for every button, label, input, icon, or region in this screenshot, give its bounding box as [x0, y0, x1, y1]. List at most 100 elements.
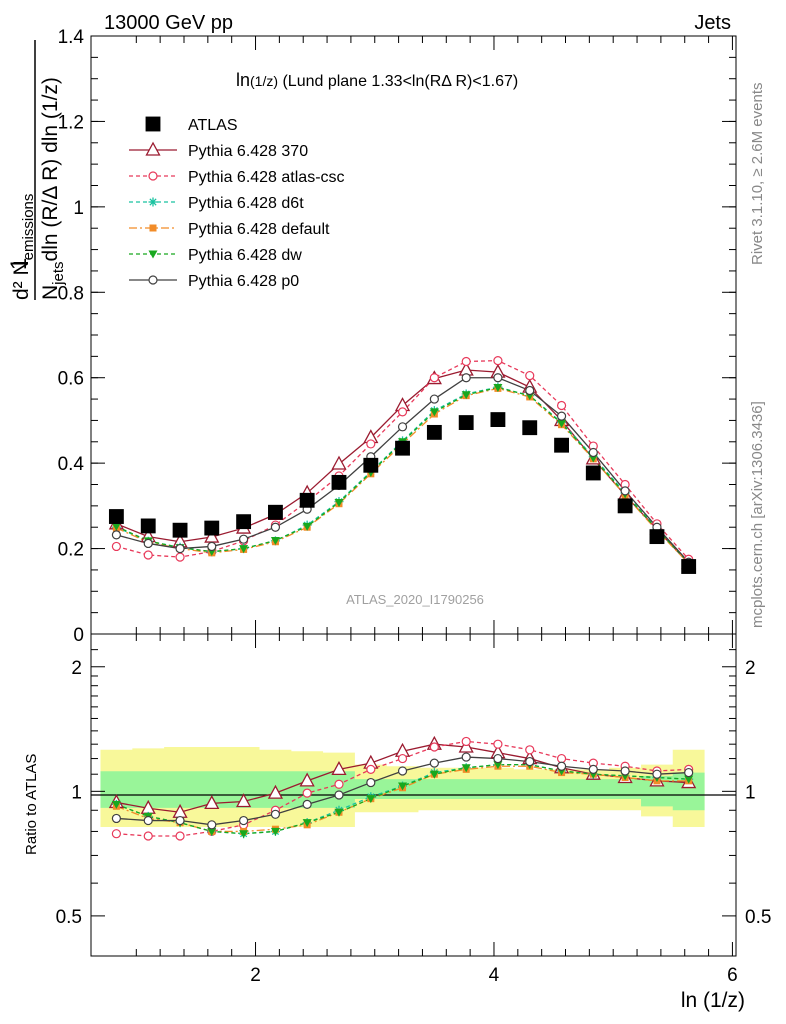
point-pythia-6-428-dw	[557, 419, 567, 428]
point-pythia-6-428-dw	[588, 454, 598, 463]
point-pythia-6-428-p0	[175, 543, 185, 554]
legend-label-pythia-6-428-atlas-csc: Pythia 6.428 atlas-csc	[188, 169, 345, 186]
ratio-point-pythia-6-428-atlas-csc	[461, 736, 471, 747]
ratio-point-pythia-6-428-p0	[239, 815, 249, 826]
ratio-point-pythia-6-428-atlas-csc	[556, 753, 567, 764]
point-atlas	[331, 474, 347, 490]
point-pythia-6-428-atlas-csc	[397, 407, 408, 417]
legend-label-atlas: ATLAS	[188, 117, 238, 134]
ratio-point-pythia-6-428-p0	[334, 790, 344, 800]
legend-marker-atlas	[145, 116, 161, 132]
point-pythia-6-428-p0	[207, 541, 217, 552]
point-pythia-6-428-atlas-csc	[556, 400, 567, 411]
ratio-point-pythia-6-428-dw	[270, 827, 280, 836]
legend-marker-pythia-6-428-370	[145, 141, 161, 156]
ratio-point-pythia-6-428-p0	[684, 767, 694, 778]
ratio-point-pythia-6-428-atlas-csc	[334, 779, 344, 789]
ratio-point-pythia-6-428-p0	[143, 815, 153, 826]
ratio-ytick-label-right: 0.5	[745, 907, 771, 928]
panel-title-rest: (Lund plane 1.33<ln(RΔ R)<1.67)	[278, 73, 518, 90]
ratio-point-pythia-6-428-atlas-csc	[175, 831, 185, 841]
ratio-point-pythia-6-428-p0	[302, 799, 312, 809]
point-atlas	[585, 465, 601, 481]
ylabel-denominator-rest: dln (R/Δ R) dln (1/z)	[39, 77, 62, 261]
ratio-point-pythia-6-428-p0	[397, 766, 408, 776]
ratio-frame	[90, 633, 737, 957]
point-pythia-6-428-atlas-csc	[175, 552, 185, 562]
ratio-point-pythia-6-428-atlas-csc	[525, 745, 535, 755]
point-pythia-6-428-p0	[397, 422, 408, 432]
ratio-point-pythia-6-428-dw	[239, 830, 249, 839]
ylabel-denominator-n: N	[39, 285, 62, 300]
panel-title: ln(1/z) (Lund plane 1.33<ln(RΔ R)<1.67)	[236, 70, 518, 90]
ylabel-numerator-sub: emissions	[20, 194, 37, 261]
xtick-label: 2	[250, 965, 261, 986]
point-atlas	[649, 529, 665, 545]
ratio-point-pythia-6-428-370	[299, 772, 315, 787]
point-pythia-6-428-dw	[302, 522, 312, 531]
legend-label-pythia-6-428-p0: Pythia 6.428 p0	[188, 273, 299, 290]
legend-label-pythia-6-428-d6t: Pythia 6.428 d6t	[188, 195, 304, 212]
ylabel-numerator-main: d² N	[10, 260, 33, 300]
legend-marker-pythia-6-428-dw	[148, 250, 158, 259]
legend-label-pythia-6-428-370: Pythia 6.428 370	[188, 143, 308, 160]
point-pythia-6-428-atlas-csc	[493, 356, 503, 366]
process-label: Jets	[694, 12, 731, 34]
legend-label-pythia-6-428-default: Pythia 6.428 default	[188, 221, 330, 238]
point-atlas	[554, 437, 570, 453]
ratio-point-pythia-6-428-370	[267, 784, 284, 799]
ratio-ytick-label: 0.5	[56, 907, 82, 928]
xtick-label: 6	[727, 965, 738, 986]
ratio-ticks: 2 4 6 0.5 0.5 1 1 2 2	[56, 634, 771, 986]
point-pythia-6-428-dw	[429, 408, 439, 417]
ratio-point-pythia-6-428-p0	[270, 809, 281, 819]
ratio-ytick-label-right: 2	[745, 658, 756, 679]
legend-marker-pythia-6-428-default	[149, 224, 157, 232]
ratio-point-pythia-6-428-atlas-csc	[111, 829, 121, 839]
ratio-ytick-label: 2	[71, 658, 82, 679]
line-pythia-6-428-atlas-csc	[116, 359, 690, 560]
ratio-point-pythia-6-428-dw	[493, 761, 503, 770]
energy-label: 13000 GeV pp	[104, 12, 233, 34]
ratio-point-pythia-6-428-p0	[429, 758, 439, 768]
ratio-point-pythia-6-428-p0	[207, 820, 217, 830]
point-atlas	[172, 522, 188, 538]
point-pythia-6-428-p0	[620, 486, 630, 496]
point-pythia-6-428-atlas-csc	[366, 439, 376, 449]
point-atlas	[108, 509, 124, 524]
main-ytick-label: 0	[73, 625, 84, 646]
ratio-point-pythia-6-428-p0	[366, 777, 376, 788]
point-pythia-6-428-dw	[111, 522, 121, 531]
ratio-point-pythia-6-428-p0	[175, 815, 185, 826]
legend: ATLAS Pythia 6.428 370 Pythia 6.428 atlas-…	[129, 116, 345, 290]
point-pythia-6-428-dw	[334, 498, 344, 507]
point-pythia-6-428-dw	[270, 536, 280, 545]
point-pythia-6-428-atlas-csc	[111, 541, 121, 552]
ratio-point-pythia-6-428-atlas-csc	[493, 739, 503, 749]
x-axis-label: ln (1/z)	[681, 989, 745, 1012]
main-series-markers	[108, 356, 697, 574]
main-ytick-label: 0.4	[58, 454, 85, 475]
point-pythia-6-428-p0	[588, 447, 598, 458]
mcplots-label: mcplots.cern.ch [arXiv:1306.3436]	[749, 401, 766, 628]
point-atlas	[426, 424, 442, 440]
ratio-point-pythia-6-428-370	[204, 795, 220, 810]
ratio-point-pythia-6-428-atlas-csc	[302, 788, 312, 798]
rivet-label: Rivet 3.1.10, ≥ 2.6M events	[749, 83, 766, 266]
point-atlas	[140, 518, 156, 534]
ratio-point-pythia-6-428-atlas-csc	[366, 764, 376, 774]
ratio-point-pythia-6-428-dw	[111, 800, 121, 809]
point-pythia-6-428-p0	[239, 534, 249, 544]
main-ylabel: 1 d² Nemissions Njetsdln (R/Δ R) dln (1/…	[6, 40, 67, 300]
panel-title-prefix: ln	[236, 70, 250, 90]
analysis-id: ATLAS_2020_I1790256	[346, 592, 484, 607]
ylabel-prefix: 1	[6, 258, 31, 270]
ratio-point-pythia-6-428-p0	[556, 761, 567, 771]
ratio-point-pythia-6-428-p0	[111, 813, 121, 824]
point-pythia-6-428-p0	[556, 411, 567, 421]
ratio-point-pythia-6-428-p0	[652, 769, 662, 779]
point-atlas	[681, 559, 697, 574]
main-ytick-label: 1.4	[58, 27, 85, 48]
point-pythia-6-428-p0	[270, 522, 281, 532]
